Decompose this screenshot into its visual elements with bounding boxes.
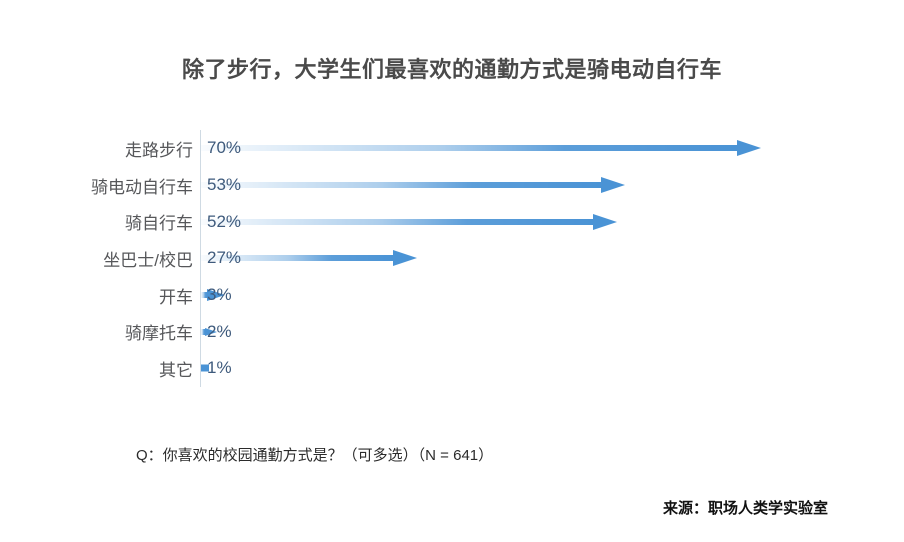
value-label: 27%	[207, 248, 242, 268]
survey-question: Q：你喜欢的校园通勤方式是？（可多选）（N = 641）	[136, 447, 494, 464]
bar-arrow	[201, 213, 617, 230]
value-label: 70%	[207, 138, 242, 158]
bar-arrow	[201, 327, 217, 336]
arrowhead-icon	[593, 213, 617, 230]
value-label: 3%	[207, 285, 232, 305]
value-label: 53%	[207, 175, 242, 195]
bar-area: 53%	[200, 166, 904, 204]
bar-arrow	[201, 250, 417, 267]
bar-area: 52%	[200, 203, 904, 241]
bar-area: 2%	[200, 313, 904, 351]
value-label: 52%	[207, 211, 242, 231]
bar-shaft	[201, 255, 393, 262]
bar-row: 其它 1%	[0, 350, 904, 387]
bar-arrow	[201, 177, 625, 194]
bar-row: 坐巴士/校巴 27%	[0, 240, 904, 277]
category-label: 骑自行车	[125, 214, 193, 234]
bar-chart: 走路步行 70% 骑电动自行车 53% 骑自行车 52% 坐巴士/校巴 27% 开车 3% 骑摩托车…	[0, 130, 904, 387]
category-label: 骑摩托车	[125, 324, 193, 344]
bar-stub	[201, 364, 209, 372]
arrowhead-icon	[737, 140, 761, 157]
bar-shaft	[201, 292, 207, 299]
bar-arrow	[201, 289, 225, 302]
bar-row: 开车 3%	[0, 276, 904, 314]
bar-arrow	[201, 140, 761, 157]
bar-area: 27%	[200, 240, 904, 277]
arrowhead-icon	[205, 327, 217, 336]
bar-shaft	[201, 145, 737, 152]
arrowhead-icon	[601, 177, 625, 194]
category-label: 骑电动自行车	[91, 177, 193, 197]
arrowhead-icon	[393, 250, 417, 267]
bar-area: 1%	[200, 350, 904, 387]
bar-row: 骑自行车 52%	[0, 203, 904, 241]
category-label: 走路步行	[125, 140, 193, 160]
category-label: 其它	[159, 360, 193, 380]
chart-title: 除了步行，大学生们最喜欢的通勤方式是骑电动自行车	[181, 57, 722, 82]
category-label: 开车	[159, 287, 193, 307]
bar-row: 走路步行 70%	[0, 130, 904, 167]
bar-row: 骑电动自行车 53%	[0, 166, 904, 204]
arrowhead-icon	[207, 289, 225, 302]
category-label: 坐巴士/校巴	[103, 250, 193, 270]
bar-shaft	[201, 218, 593, 225]
bar-area: 3%	[200, 276, 904, 314]
value-label: 1%	[207, 358, 232, 378]
bar-row: 骑摩托车 2%	[0, 313, 904, 351]
source-credit: 来源：职场人类学实验室	[662, 500, 828, 517]
bar-arrow	[201, 364, 209, 372]
bar-shaft	[201, 328, 205, 335]
bar-area: 70%	[200, 130, 904, 167]
value-label: 2%	[207, 321, 232, 341]
bar-shaft	[201, 182, 601, 189]
